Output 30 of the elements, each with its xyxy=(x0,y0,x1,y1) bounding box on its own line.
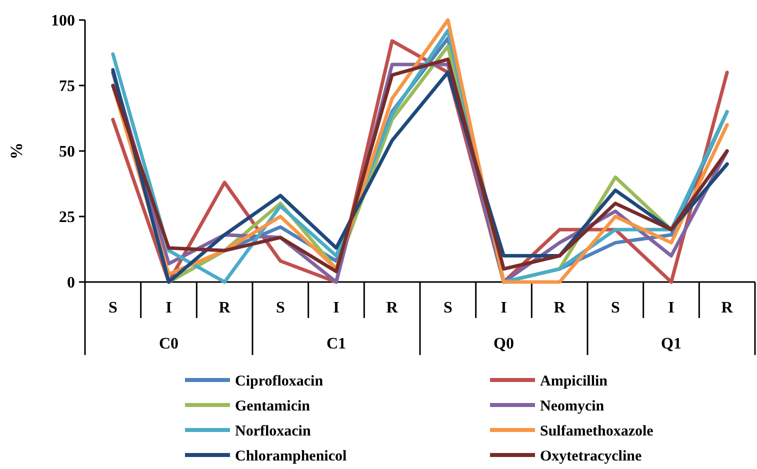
x-tick-label: R xyxy=(554,300,566,317)
x-tick-label: I xyxy=(166,300,172,317)
legend-label: Oxytetracycline xyxy=(540,448,642,464)
legend-label: Chloramphenicol xyxy=(235,448,347,464)
y-tick-label: 0 xyxy=(67,274,75,292)
y-tick-label: 75 xyxy=(59,78,75,96)
y-tick-label: 100 xyxy=(51,12,75,30)
y-tick-label: 50 xyxy=(59,144,75,161)
text: C1 xyxy=(326,336,346,353)
legend-label: Neomycin xyxy=(540,398,605,414)
x-tick-label: R xyxy=(386,300,398,317)
text: C0 xyxy=(158,336,179,353)
text: Q0 xyxy=(494,336,514,353)
x-tick-label: I xyxy=(333,300,340,317)
x-tick-label: I xyxy=(500,300,507,317)
x-tick-label: I xyxy=(668,300,674,317)
x-tick-label: R xyxy=(218,300,231,317)
y-axis-title: % xyxy=(7,142,26,160)
legend-label: Ampicillin xyxy=(540,373,608,390)
x-tick-label: S xyxy=(276,300,285,317)
y-tick-label: 25 xyxy=(59,209,75,226)
x-tick-label: S xyxy=(443,300,452,317)
legend-label: Sulfamethoxazole xyxy=(540,423,654,440)
x-tick-label: S xyxy=(108,300,118,317)
legend-label: Norfloxacin xyxy=(235,423,312,440)
legend-label: Gentamicin xyxy=(235,398,311,414)
legend-label: Ciprofloxacin xyxy=(235,373,324,390)
x-tick-label: S xyxy=(610,300,620,317)
text: Q1 xyxy=(661,336,682,353)
x-tick-label: R xyxy=(721,300,734,317)
